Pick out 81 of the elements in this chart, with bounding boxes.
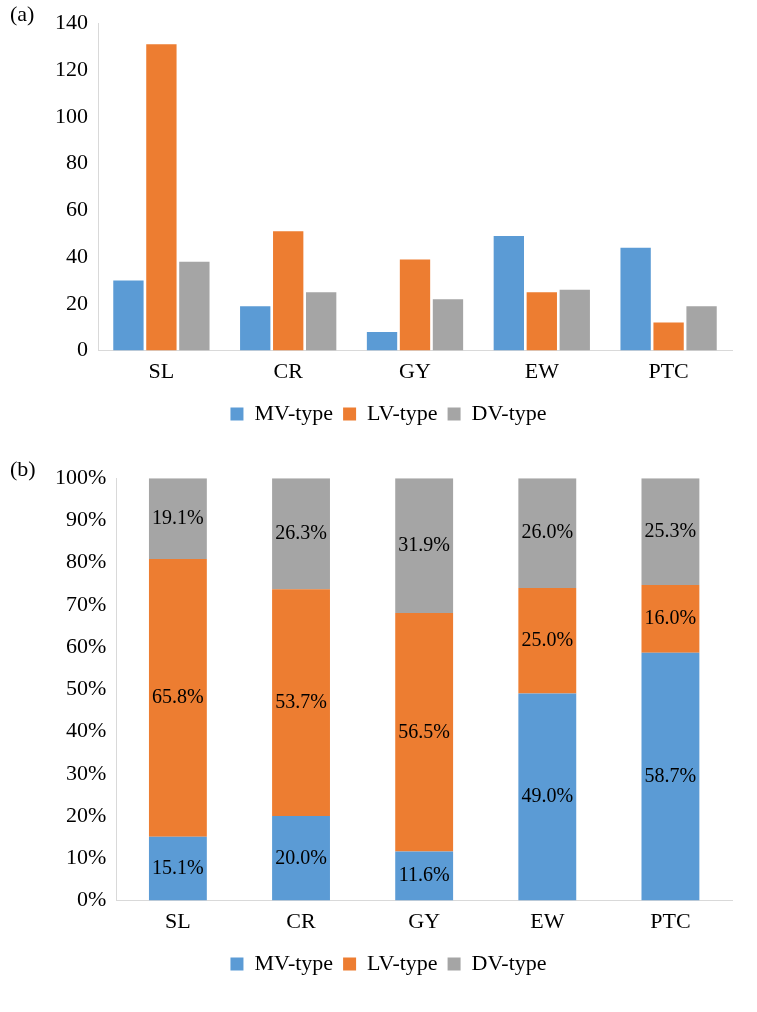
data-label: 16.0% (644, 606, 697, 629)
y-tick-label: 80 (66, 149, 88, 175)
bar (518, 693, 577, 901)
y-tick-label: 10% (66, 844, 107, 870)
bar (526, 292, 557, 351)
y-tick-label: 20% (66, 801, 107, 827)
x-tick-label: SL (148, 357, 175, 383)
bar (146, 44, 177, 351)
data-label: 58.7% (644, 763, 697, 786)
x-tick-label: EW (524, 357, 560, 383)
y-tick-label: 120 (55, 55, 88, 81)
bar (148, 478, 207, 559)
y-tick-label: 60% (66, 632, 107, 658)
x-tick-label: SL (165, 907, 191, 933)
legend-label: LV-type (367, 399, 438, 425)
y-tick-label: 0% (77, 886, 107, 912)
bar (641, 478, 700, 586)
text: (a) (10, 0, 35, 26)
y-tick-label: 100% (55, 463, 107, 489)
y-tick-label: 100 (55, 102, 88, 128)
legend-label: DV-type (471, 399, 547, 425)
bar (641, 652, 700, 901)
x-tick-label: GY (399, 357, 431, 383)
x-tick-label: GY (408, 907, 441, 933)
bar (559, 289, 590, 351)
bar (686, 306, 717, 351)
y-tick-label: 0 (77, 336, 88, 362)
data-label: 31.9% (398, 532, 450, 555)
data-label: 26.3% (275, 521, 327, 543)
bar (653, 322, 684, 351)
data-label: 11.6% (398, 863, 450, 886)
bar (518, 588, 577, 694)
y-tick-label: 60 (66, 196, 88, 222)
y-tick-label: 140 (55, 8, 88, 34)
data-label: 25.3% (644, 518, 697, 541)
bar (240, 306, 271, 351)
x-tick-label: PTC (650, 907, 691, 933)
bar (272, 816, 330, 901)
data-label: 49.0% (521, 784, 574, 807)
y-tick-label: 70% (66, 590, 107, 616)
bar (395, 612, 454, 852)
bar (113, 280, 144, 351)
x-tick-label: CR (273, 357, 304, 383)
bar (148, 836, 207, 901)
data-label: 26.0% (521, 520, 574, 543)
legend-label: MV-type (254, 399, 334, 425)
bar (148, 558, 207, 837)
y-tick-label: 40 (66, 242, 88, 268)
bar (518, 478, 577, 589)
legend-label: LV-type (367, 949, 438, 975)
legend-label: DV-type (471, 949, 547, 975)
data-label: 56.5% (398, 719, 450, 742)
x-tick-label: CR (286, 907, 317, 933)
bar (306, 292, 337, 351)
bar (272, 589, 330, 817)
bar (641, 585, 700, 653)
y-tick-label: 90% (66, 506, 107, 532)
y-tick-label: 30% (66, 759, 107, 785)
bar (273, 231, 304, 351)
y-tick-label: 80% (66, 548, 107, 574)
bar (399, 259, 431, 351)
legend-label: MV-type (254, 949, 334, 975)
data-label: 65.8% (152, 685, 204, 708)
x-tick-label: EW (530, 907, 565, 933)
bar (493, 236, 524, 351)
bar (179, 261, 210, 351)
bar (272, 478, 330, 590)
y-tick-label: 40% (66, 717, 107, 743)
text: (b) (10, 455, 36, 481)
data-label: 53.7% (275, 689, 327, 712)
y-tick-label: 20 (66, 289, 88, 315)
bar (395, 478, 454, 613)
data-label: 15.1% (152, 855, 204, 878)
data-label: 25.0% (521, 628, 574, 651)
data-label: 20.0% (275, 845, 327, 868)
bar (366, 331, 398, 351)
bar (620, 247, 651, 351)
bar (432, 299, 464, 351)
y-tick-label: 50% (66, 675, 107, 701)
data-label: 19.1% (152, 505, 204, 528)
x-tick-label: PTC (648, 357, 689, 383)
